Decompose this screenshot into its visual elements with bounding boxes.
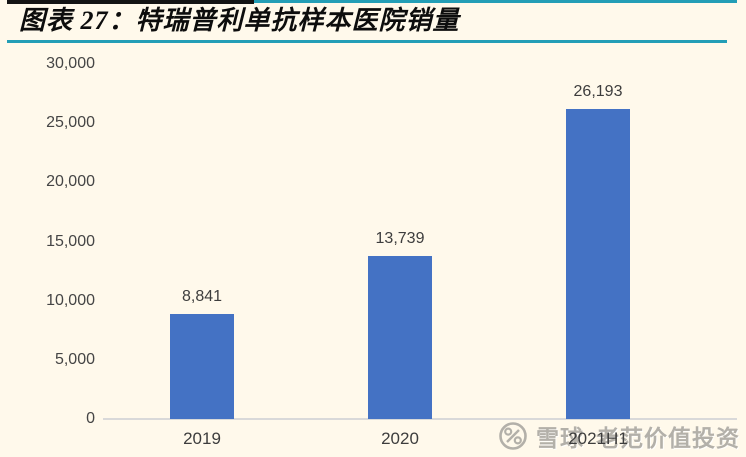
x-axis-label: 2020 (381, 429, 419, 448)
bar (368, 256, 432, 419)
x-axis-line (103, 418, 737, 420)
y-tick-label: 0 (86, 410, 95, 427)
bar-value-label: 26,193 (573, 83, 623, 100)
x-axis-label: 2021H1 (568, 429, 628, 448)
title-underline-rule (7, 40, 727, 43)
y-tick-label: 15,000 (46, 232, 95, 250)
y-tick-label: 5,000 (54, 350, 95, 368)
bar-chart: 30,000 25,000 20,000 15,000 10,000 5,000 0 8,8… (0, 50, 746, 457)
y-tick-label: 25,000 (46, 114, 95, 132)
chart-title: 图表 27：特瑞普利单抗样本医院销量 (19, 6, 460, 35)
y-tick-label: 20,000 (46, 173, 95, 191)
bar (566, 109, 630, 419)
bar (170, 314, 234, 419)
watermark: 雪球 老范价值投资 (498, 419, 740, 453)
x-axis-label: 2019 (183, 429, 221, 448)
y-tick-label: 30,000 (46, 55, 95, 72)
top-rule-black (7, 0, 254, 4)
bar-value-label: 8,841 (181, 288, 223, 305)
bar-value-label: 13,739 (375, 230, 425, 247)
y-tick-label: 10,000 (46, 291, 95, 309)
xueqiu-logo-icon (498, 421, 528, 451)
watermark-site-name: 雪球 (536, 425, 584, 451)
watermark-account-name: 老范价值投资 (596, 425, 740, 451)
top-rule-teal (7, 0, 737, 3)
